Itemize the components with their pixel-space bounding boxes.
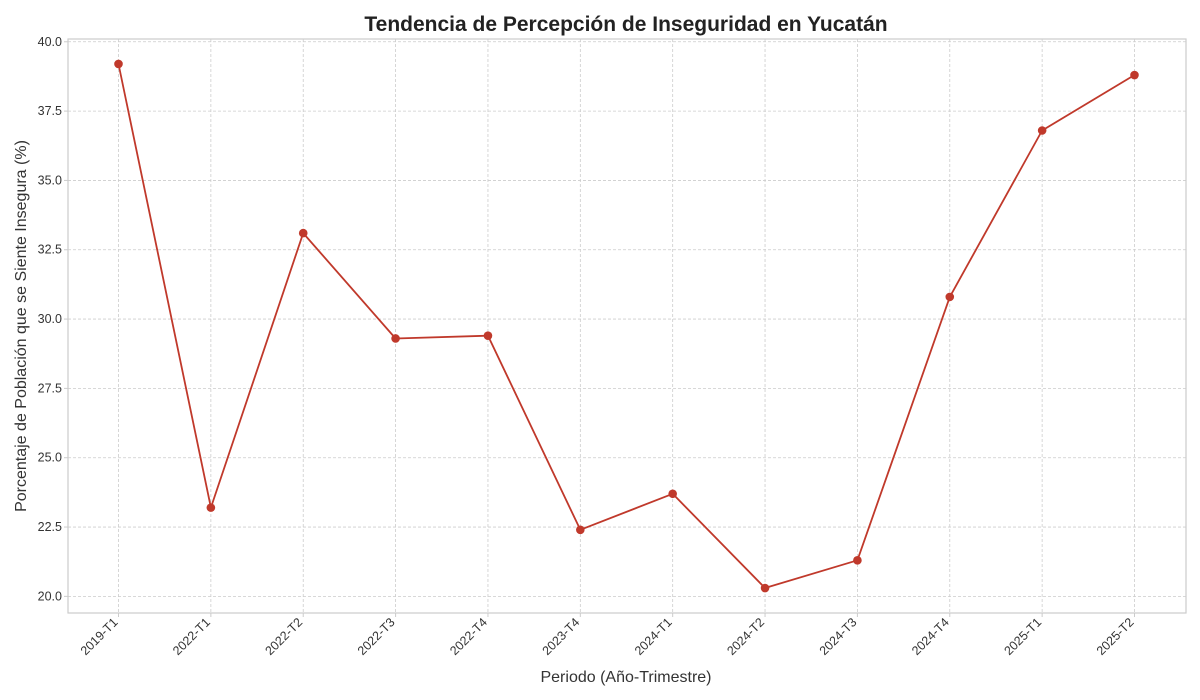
data-point — [483, 331, 493, 341]
data-point — [298, 228, 308, 238]
y-tick-label: 35.0 — [38, 173, 62, 187]
data-point — [853, 556, 862, 565]
data-point — [1130, 70, 1139, 80]
y-axis-label: Porcentaje de Población que se Siente In… — [13, 140, 30, 512]
y-tick-label: 20.0 — [38, 589, 62, 603]
series-layer — [114, 59, 1139, 593]
x-axis: 2019-T1 2022-T1 2022-T2 2022-T3 2022-T4 2023-… — [78, 613, 1137, 658]
data-point — [391, 334, 400, 343]
y-tick-label: 30.0 — [38, 312, 62, 326]
y-axis: 20.0 22.5 25.0 27.5 30.0 32.5 35.0 37.5 40.0 — [38, 35, 68, 603]
x-tick-label: 2022-T4 — [447, 615, 490, 658]
y-tick-label: 32.5 — [38, 243, 62, 257]
x-axis-label: Periodo (Año-Trimestre) — [540, 669, 711, 686]
plot-area — [67, 38, 1187, 614]
x-tick-label: 2022-T3 — [355, 615, 398, 658]
chart-title: Tendencia de Percepción de Inseguridad e… — [364, 13, 887, 36]
x-tick-label: 2023-T4 — [540, 615, 583, 658]
y-tick-label: 25.0 — [38, 451, 62, 465]
x-tick-label: 2024-T4 — [909, 615, 952, 658]
y-gridlines — [68, 41, 1186, 597]
x-tick-label: 2024-T3 — [817, 615, 860, 658]
series-line — [117, 63, 1135, 589]
x-tick-label: 2022-T1 — [170, 615, 213, 658]
data-point — [576, 525, 585, 535]
x-tick-label: 2019-T1 — [78, 615, 121, 658]
data-point — [206, 503, 216, 512]
y-tick-label: 27.5 — [38, 381, 62, 395]
x-tick-label: 2024-T1 — [632, 615, 675, 658]
y-tick-label: 40.0 — [38, 35, 62, 49]
data-point — [945, 292, 955, 302]
x-tick-label: 2025-T1 — [1001, 615, 1044, 658]
x-tick-label: 2025-T2 — [1094, 615, 1137, 658]
data-point — [114, 59, 123, 69]
y-tick-label: 22.5 — [38, 520, 62, 534]
data-point — [1037, 126, 1047, 135]
data-point — [668, 489, 677, 499]
y-tick-label: 37.5 — [38, 104, 62, 118]
x-tick-label: 2024-T2 — [724, 615, 767, 658]
x-tick-label: 2022-T2 — [263, 615, 306, 658]
data-point — [760, 583, 770, 593]
x-gridlines — [118, 39, 1135, 613]
